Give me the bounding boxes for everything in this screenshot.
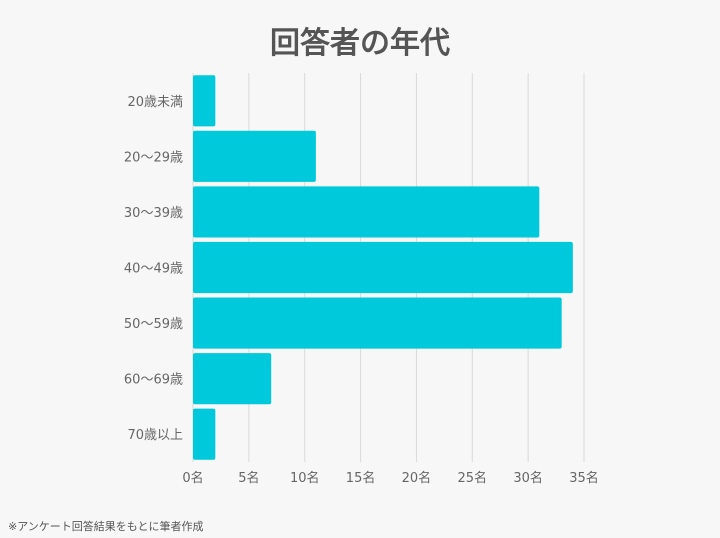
bar (193, 408, 216, 460)
bar (193, 130, 316, 182)
footnote: ※アンケート回答結果をもとに筆者作成 (8, 520, 204, 533)
x-tick-label: 25名 (458, 470, 488, 486)
bar (193, 186, 540, 238)
bars (193, 75, 573, 460)
chart-title: 回答者の年代 (270, 26, 450, 61)
x-tick-label: 15名 (346, 470, 376, 486)
category-label: 60〜69歳 (124, 373, 183, 388)
category-label: 20歳未満 (127, 95, 183, 110)
x-tick-label: 30名 (513, 470, 543, 486)
x-tick-label: 35名 (569, 470, 599, 486)
x-tick-label: 20名 (402, 470, 432, 486)
x-tick-label: 10名 (290, 470, 320, 486)
bar (193, 353, 272, 405)
category-label: 50〜59歳 (124, 317, 183, 332)
category-label: 70歳以上 (127, 428, 183, 443)
x-tick-label: 5名 (238, 470, 259, 486)
x-tick-labels: 0名 5名 10名 15名 20名 25名 30名 35名 (182, 470, 598, 486)
category-labels: 20歳未満 20〜29歳 30〜39歳 40〜49歳 50〜59歳 60〜69歳 70歳以上 (124, 95, 183, 443)
category-label: 30〜39歳 (124, 206, 183, 221)
category-label: 20〜29歳 (124, 150, 183, 165)
bar (193, 297, 562, 349)
category-label: 40〜49歳 (124, 262, 183, 277)
x-tick-label: 0名 (182, 470, 203, 486)
bar (193, 241, 573, 294)
bar (193, 75, 216, 127)
